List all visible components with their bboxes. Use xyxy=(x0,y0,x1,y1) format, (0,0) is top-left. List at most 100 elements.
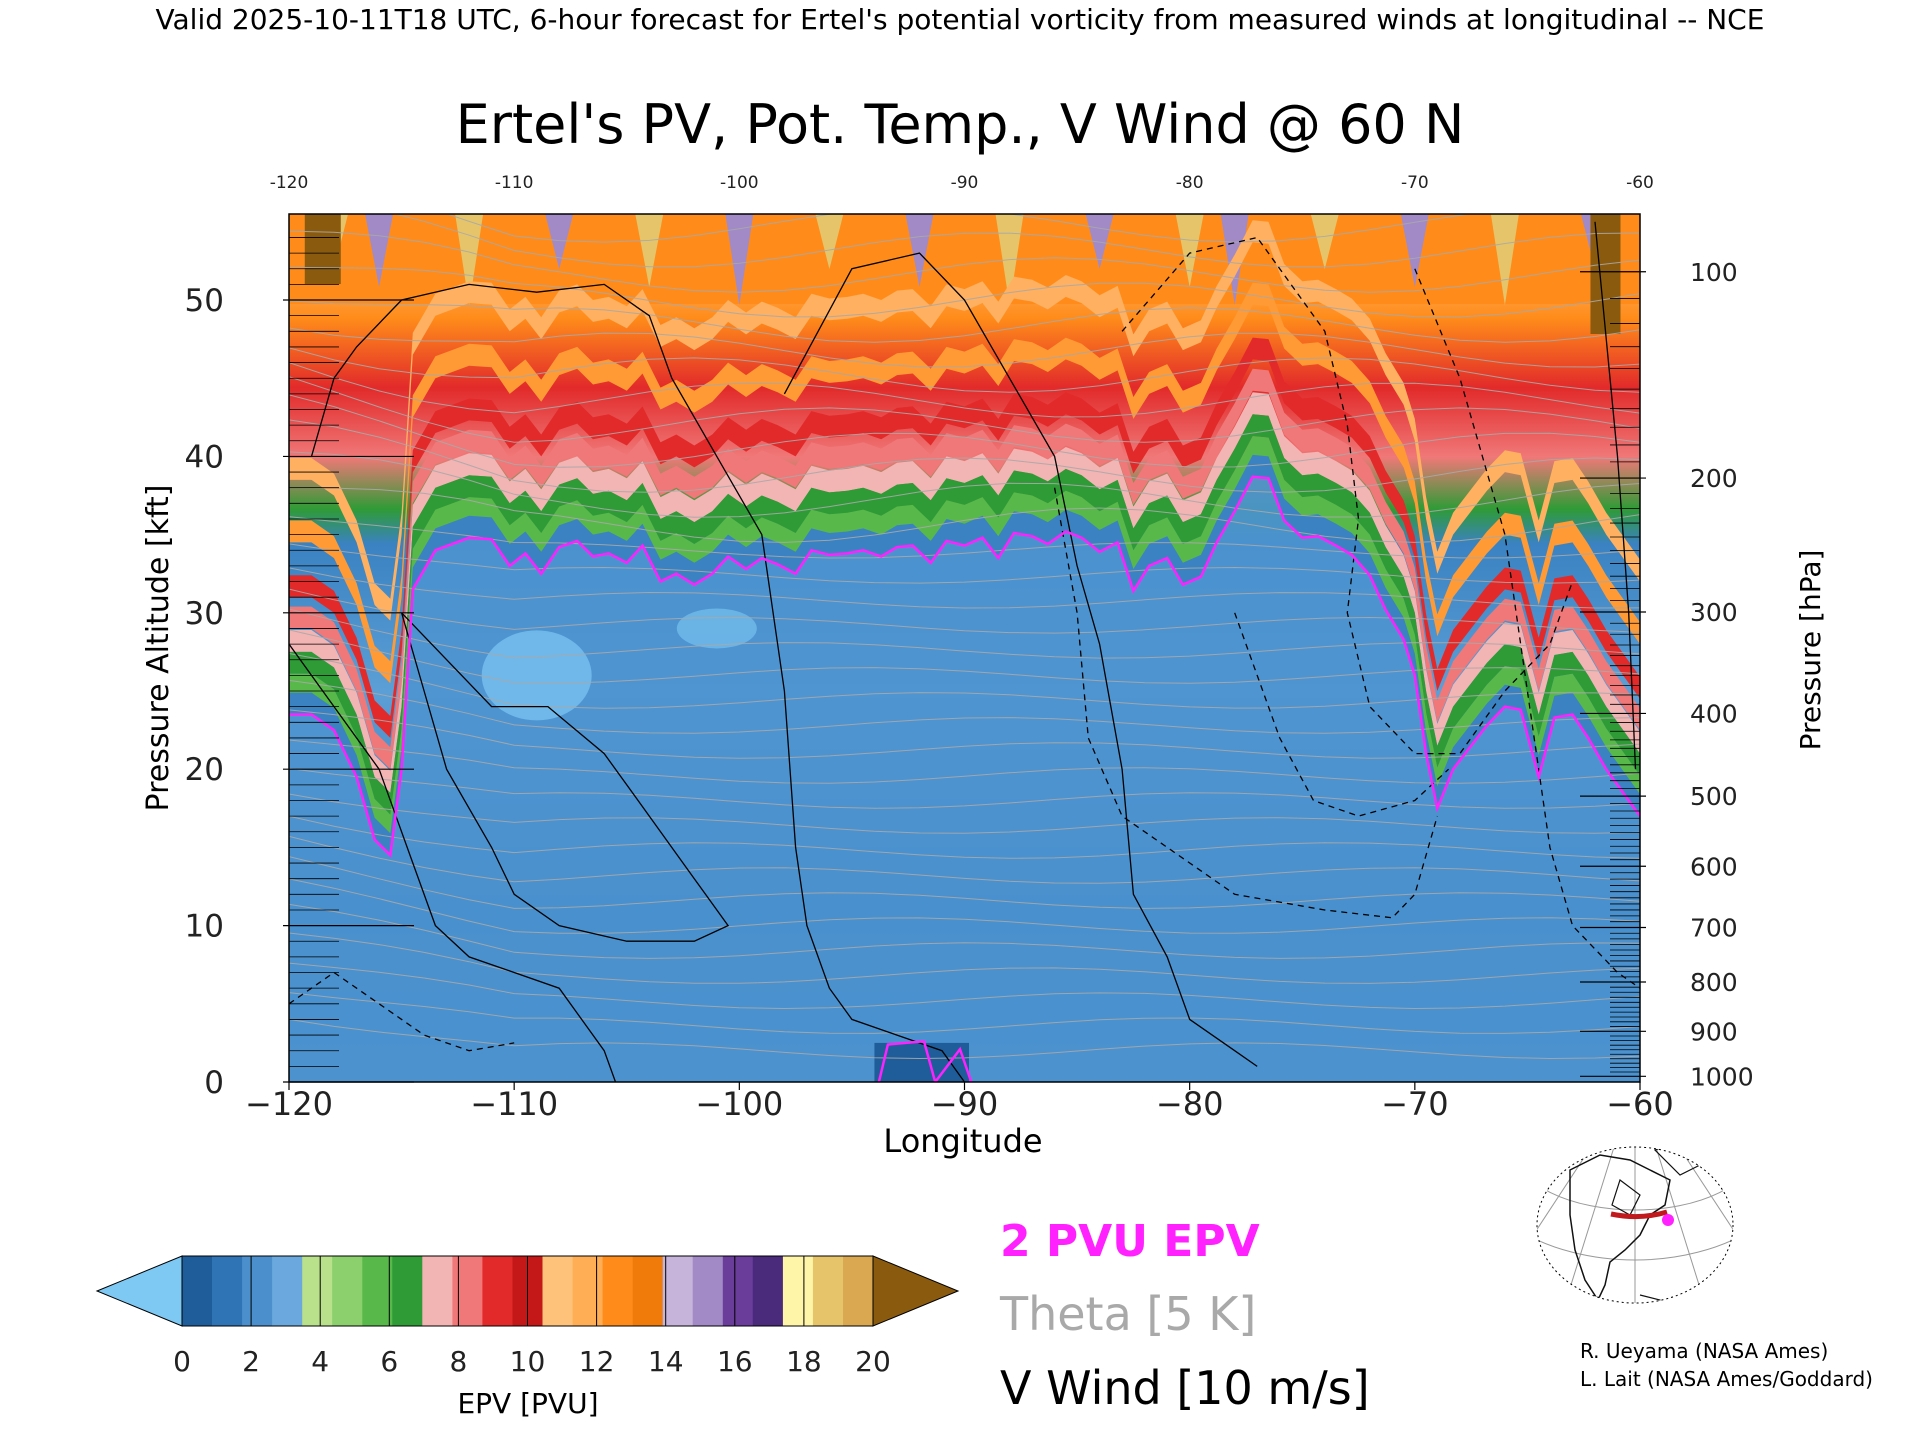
pv-band xyxy=(289,436,1640,837)
x-axis-label: Longitude xyxy=(883,1122,1042,1160)
x-tick-label: −110 xyxy=(470,1085,558,1123)
pressure-axis-label: Pressure [hPa] xyxy=(1794,550,1827,751)
pv-band xyxy=(289,414,1640,815)
colorbar-cell xyxy=(632,1256,664,1326)
theta-line xyxy=(393,214,1640,268)
y-tick-label: 0 xyxy=(204,1065,224,1101)
theta-line xyxy=(289,327,1640,368)
colorbar-cell xyxy=(242,1256,273,1326)
legend-theta: Theta [5 K] xyxy=(999,1287,1256,1341)
x-top-tick-label: -70 xyxy=(1401,173,1429,193)
theta-line xyxy=(289,567,1640,609)
upper-streak xyxy=(725,214,754,305)
theta-line xyxy=(289,653,1640,709)
upper-streak xyxy=(1400,214,1429,287)
colorbar-cell xyxy=(692,1256,724,1326)
theta-line xyxy=(289,768,1640,809)
colorbar-cell xyxy=(422,1256,453,1326)
stratosphere-band xyxy=(289,214,1640,334)
two-pvu-contour xyxy=(289,475,1640,858)
theta-line xyxy=(289,992,1640,1034)
theta-line xyxy=(445,214,1475,243)
x-top-tick-label: -60 xyxy=(1626,173,1654,193)
x-tick-label: −100 xyxy=(695,1085,783,1123)
x-tick-label: −120 xyxy=(245,1085,333,1123)
upper-brown-patch xyxy=(304,214,341,284)
theta-line xyxy=(289,362,1640,418)
low-pv-core xyxy=(481,630,592,721)
colorbar-ticks: 0 2 4 6 8 10 12 14 16 18 20 xyxy=(173,1256,891,1378)
pressure-tick-label: 1000 xyxy=(1690,1062,1754,1091)
colorbar-cell xyxy=(542,1256,574,1326)
upper-streak xyxy=(815,214,844,269)
colorbar-cell xyxy=(662,1256,694,1326)
pressure-tick-label: 500 xyxy=(1690,782,1738,811)
two-pvu-contour-lower xyxy=(877,1039,973,1082)
theta-line xyxy=(289,793,1640,834)
pressure-tick-label: 200 xyxy=(1690,464,1738,493)
theta-line xyxy=(289,962,1640,1010)
chart-title: Ertel's PV, Pot. Temp., V Wind @ 60 N xyxy=(456,93,1465,156)
colorbar-cell xyxy=(722,1256,754,1326)
valid-time-header: Valid 2025-10-11T18 UTC, 6-hour forecast… xyxy=(156,3,1765,36)
theta-line xyxy=(289,878,1640,934)
v-wind-contour xyxy=(400,612,730,942)
theta-line xyxy=(289,739,1640,784)
theta-line xyxy=(289,487,1640,543)
colorbar-label: EPV [PVU] xyxy=(457,1387,598,1420)
pressure-tick-label: 400 xyxy=(1690,699,1738,728)
x-tick-label: −80 xyxy=(1156,1085,1224,1123)
theta-line xyxy=(289,679,1640,734)
x-axis: −120 −110 −100 −90 −80 −70 −60 xyxy=(245,1082,1674,1123)
pressure-axis: 100 200 300 400 500 600 700 800 900 1000 xyxy=(1580,258,1754,1091)
colorbar-cell xyxy=(572,1256,604,1326)
theta-line xyxy=(289,451,1640,518)
v-wind-contour xyxy=(289,971,515,1052)
legend-pvu: 2 PVU EPV xyxy=(1000,1216,1260,1267)
pv-band xyxy=(289,337,1640,738)
v-wind-contour xyxy=(1414,268,1640,989)
colorbar-tick-label: 12 xyxy=(579,1345,615,1378)
v-wind-contour xyxy=(289,643,617,1082)
colorbar-tick-label: 18 xyxy=(786,1345,822,1378)
theta-line xyxy=(289,347,1640,393)
x-axis-top: -120 -110 -100 -90 -80 -70 -60 xyxy=(270,173,1654,193)
x-top-tick-label: -100 xyxy=(720,173,759,193)
y-tick-label: 10 xyxy=(185,909,224,945)
theta-line xyxy=(289,516,1640,559)
credit-line-2: L. Lait (NASA Ames/Goddard) xyxy=(1580,1367,1873,1391)
colorbar-cell xyxy=(602,1256,634,1326)
low-pv-core xyxy=(676,608,757,649)
y-axis-label: Pressure Altitude [kft] xyxy=(141,485,176,812)
x-top-tick-label: -80 xyxy=(1176,173,1204,193)
y-tick-label: 30 xyxy=(185,596,224,632)
colorbar-tick-label: 10 xyxy=(510,1345,546,1378)
pv-band xyxy=(289,454,1640,856)
theta-line xyxy=(289,1018,1640,1060)
colorbar-cell xyxy=(812,1256,844,1326)
pressure-tick-label: 100 xyxy=(1690,258,1738,287)
v-wind-contour xyxy=(1234,612,1450,817)
theta-line xyxy=(289,629,1640,684)
colorbar-cell xyxy=(212,1256,243,1326)
x-top-tick-label: -120 xyxy=(270,173,309,193)
theta-isentropes xyxy=(289,214,1640,1060)
credit-line-1: R. Ueyama (NASA Ames) xyxy=(1580,1339,1828,1363)
y-axis: 0 10 20 30 40 50 xyxy=(185,237,414,1101)
x-tick-label: −70 xyxy=(1381,1085,1449,1123)
colorbar-cell xyxy=(452,1256,483,1326)
pressure-tick-label: 600 xyxy=(1690,852,1738,881)
x-top-tick-label: -90 xyxy=(951,173,979,193)
upper-streak xyxy=(365,214,394,287)
upper-streak xyxy=(545,214,574,269)
pressure-tick-label: 900 xyxy=(1690,1017,1738,1046)
plot-area xyxy=(289,214,1640,1082)
x-top-tick-label: -110 xyxy=(495,173,534,193)
v-wind-contour xyxy=(783,252,1258,1067)
colorbar-cell xyxy=(332,1256,363,1326)
upper-streak xyxy=(905,214,934,287)
upper-streak xyxy=(635,214,664,287)
theta-line xyxy=(289,230,1640,293)
x-tick-label: −60 xyxy=(1606,1085,1674,1123)
